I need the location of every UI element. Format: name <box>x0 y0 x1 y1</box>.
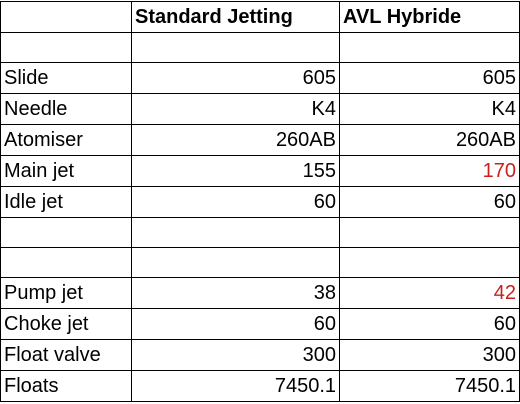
standard-value-cell[interactable]: 38 <box>131 277 340 309</box>
avl-value-cell[interactable]: 605 <box>339 62 520 94</box>
avl-value-cell[interactable] <box>339 217 520 248</box>
row-label-cell[interactable]: Float valve <box>0 339 132 371</box>
avl-value-cell-highlighted[interactable]: 42 <box>339 277 520 309</box>
standard-value-cell[interactable] <box>131 247 340 278</box>
standard-value-cell[interactable]: 260AB <box>131 124 340 156</box>
row-label-cell[interactable]: Main jet <box>0 155 132 187</box>
standard-value-cell[interactable]: 60 <box>131 186 340 218</box>
standard-value-cell[interactable] <box>131 32 340 63</box>
table-row <box>0 32 520 63</box>
table-row <box>0 217 520 248</box>
table-row <box>0 247 520 278</box>
avl-value-cell[interactable] <box>339 247 520 278</box>
row-label-cell[interactable] <box>0 217 132 248</box>
table-row: Needle K4 K4 <box>0 93 520 125</box>
row-label-cell[interactable] <box>0 32 132 63</box>
row-label-cell[interactable]: Needle <box>0 93 132 125</box>
avl-value-cell[interactable] <box>339 32 520 63</box>
standard-value-cell[interactable]: 605 <box>131 62 340 94</box>
row-label-cell[interactable]: Atomiser <box>0 124 132 156</box>
table-row: Floats 7450.1 7450.1 <box>0 370 520 402</box>
table-row: Pump jet 38 42 <box>0 277 520 309</box>
standard-value-cell[interactable] <box>131 217 340 248</box>
table-row: Choke jet 60 60 <box>0 308 520 340</box>
avl-value-cell[interactable]: 60 <box>339 186 520 218</box>
row-label-cell[interactable] <box>0 247 132 278</box>
standard-value-cell[interactable]: 60 <box>131 308 340 340</box>
avl-value-cell[interactable]: K4 <box>339 93 520 125</box>
header-row: Standard Jetting AVL Hybride <box>0 1 520 33</box>
row-label-cell[interactable]: Idle jet <box>0 186 132 218</box>
table-row: Main jet 155 170 <box>0 155 520 187</box>
header-cell-standard[interactable]: Standard Jetting <box>131 1 340 33</box>
avl-value-cell-highlighted[interactable]: 170 <box>339 155 520 187</box>
table-row: Idle jet 60 60 <box>0 186 520 218</box>
standard-value-cell[interactable]: 300 <box>131 339 340 371</box>
row-label-cell[interactable]: Slide <box>0 62 132 94</box>
row-label-cell[interactable]: Floats <box>0 370 132 402</box>
table-row: Float valve 300 300 <box>0 339 520 371</box>
standard-value-cell[interactable]: 7450.1 <box>131 370 340 402</box>
avl-value-cell[interactable]: 60 <box>339 308 520 340</box>
row-label-cell[interactable]: Pump jet <box>0 277 132 309</box>
table-row: Slide 605 605 <box>0 62 520 94</box>
standard-value-cell[interactable]: 155 <box>131 155 340 187</box>
avl-value-cell[interactable]: 7450.1 <box>339 370 520 402</box>
row-label-cell[interactable]: Choke jet <box>0 308 132 340</box>
header-cell-avl[interactable]: AVL Hybride <box>339 1 520 33</box>
avl-value-cell[interactable]: 260AB <box>339 124 520 156</box>
avl-value-cell[interactable]: 300 <box>339 339 520 371</box>
standard-value-cell[interactable]: K4 <box>131 93 340 125</box>
header-cell-label[interactable] <box>0 1 132 33</box>
table-row: Atomiser 260AB 260AB <box>0 124 520 156</box>
